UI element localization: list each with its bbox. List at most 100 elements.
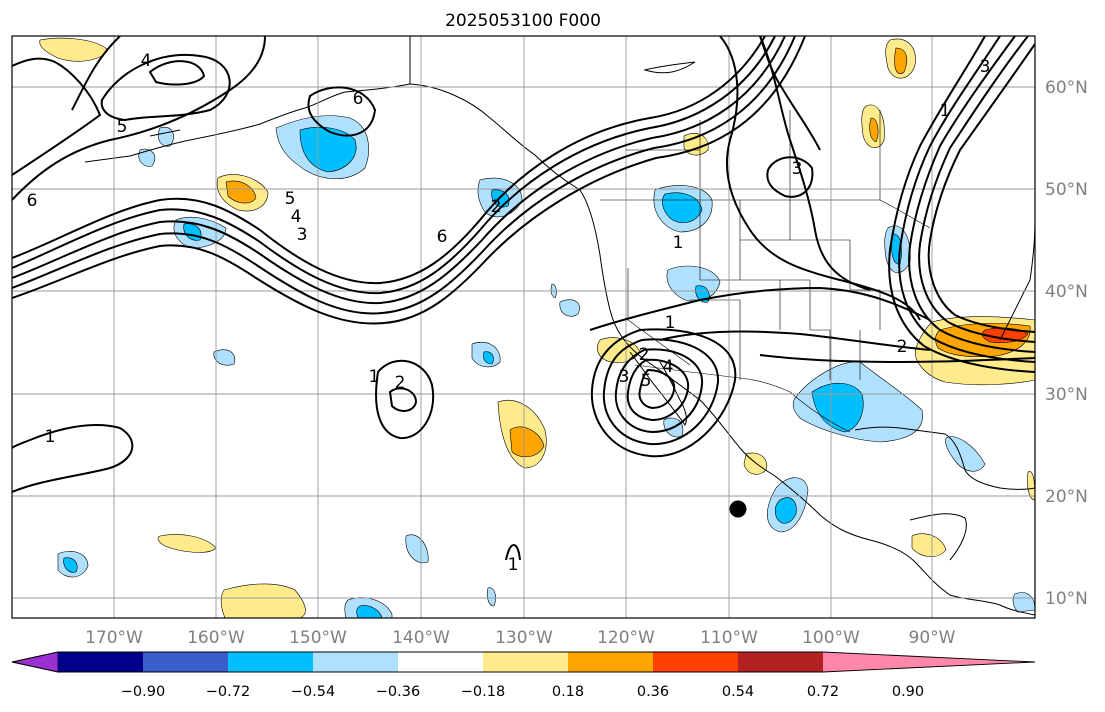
shade-region: [509, 426, 545, 458]
colorbar-tick-label: 0.54: [722, 684, 754, 700]
contour-line: [766, 156, 814, 198]
contour-label: 6: [27, 191, 38, 211]
shade-region: [225, 180, 257, 204]
colorbar: [11, 651, 1036, 673]
contour-line: [898, 36, 1035, 363]
contour-labels: 4 5 6 6 5 4 3 6 2 1 3 1 3 1 2 3 5 4 2 1 …: [27, 51, 991, 575]
coastline-yucatan: [909, 513, 967, 561]
lon-label: 160°W: [187, 628, 245, 648]
colorbar-segment: [398, 652, 483, 672]
shade-region: [483, 351, 494, 365]
contour-label: 4: [291, 207, 302, 227]
colorbar-tick-label: 0.72: [807, 684, 839, 700]
shade-region: [559, 299, 580, 317]
colorbar-tick-label: −0.90: [121, 684, 165, 700]
contour-line: [626, 358, 690, 422]
contour-line: [12, 424, 134, 493]
coastline-aleutians: [84, 129, 181, 163]
contour-line: [719, 36, 921, 321]
contour-line: [759, 36, 871, 291]
colorbar-ticks: −0.90 −0.72 −0.54 −0.36 −0.18 0.18 0.36 …: [121, 684, 924, 700]
latitude-labels: 60°N 50°N 40°N 30°N 20°N 10°N: [1045, 78, 1088, 609]
contour-line: [71, 36, 121, 111]
contour-label: 1: [665, 313, 676, 333]
colorbar-segment: [228, 652, 313, 672]
contour-line: [908, 36, 1035, 353]
contour-label: 1: [940, 101, 951, 121]
longitude-labels: 170°W 160°W 150°W 140°W 130°W 120°W 110°…: [85, 628, 956, 648]
contour-label: 1: [45, 427, 56, 447]
contour-lines: [12, 36, 1035, 561]
contour-label: 3: [792, 159, 803, 179]
lon-label: 150°W: [289, 628, 347, 648]
shade-region: [486, 587, 496, 607]
colorbar-segment: [653, 652, 738, 672]
contour-line: [12, 36, 796, 315]
storm-center-marker: [729, 500, 747, 518]
shade-region: [1012, 592, 1035, 613]
colorbar-extend-max: [823, 652, 1035, 672]
contour-line: [614, 348, 704, 434]
border-state: [627, 200, 881, 380]
colorbar-segment: [313, 652, 398, 672]
shade-region: [894, 47, 908, 74]
contour-label: 2: [897, 337, 908, 357]
shade-region: [39, 37, 109, 62]
lon-label: 170°W: [85, 628, 143, 648]
contour-line: [12, 57, 102, 176]
contour-line: [888, 36, 1035, 373]
contour-line: [918, 36, 1035, 343]
shade-region: [356, 605, 383, 618]
coastlines: [84, 36, 1035, 616]
contour-line: [602, 338, 720, 446]
contour-line: [659, 330, 931, 351]
colorbar-tick-label: 0.90: [892, 684, 924, 700]
contour-label: 1: [673, 233, 684, 253]
lat-label: 60°N: [1045, 78, 1088, 98]
contour-line: [307, 86, 377, 137]
contour-label: 2: [395, 373, 406, 393]
shade-region: [811, 382, 864, 433]
lon-label: 130°W: [495, 628, 553, 648]
contour-label: 5: [641, 371, 652, 391]
contour-line: [590, 328, 737, 458]
shade-region: [299, 127, 357, 173]
colorbar-tick-label: −0.36: [376, 684, 420, 700]
lon-label: 110°W: [700, 628, 758, 648]
lon-label: 90°W: [909, 628, 956, 648]
shade-region: [774, 497, 797, 524]
shade-region: [405, 534, 429, 564]
figure-title: 2025053100 F000: [445, 11, 601, 31]
coastline-gulf-of-mexico: [854, 426, 1035, 490]
contour-line: [375, 359, 435, 440]
contour-line: [927, 43, 1035, 333]
colorbar-tick-label: −0.72: [206, 684, 250, 700]
colorbar-outline: [11, 651, 1036, 673]
colorbar-tick-label: −0.18: [461, 684, 505, 700]
contour-line: [12, 36, 266, 201]
contour-line: [12, 36, 776, 295]
coastline-north-america-west: [409, 83, 1035, 616]
contour-line: [759, 354, 1035, 364]
map-panel: 4 5 6 6 5 4 3 6 2 1 3 1 3 1 2 3 5 4 2 1 …: [12, 36, 1035, 618]
contour-line: [12, 36, 786, 305]
shade-region: [661, 192, 703, 223]
lat-label: 50°N: [1045, 180, 1088, 200]
colorbar-tick-label: −0.54: [291, 684, 335, 700]
colorbar-segment: [58, 652, 143, 672]
lat-label: 30°N: [1045, 385, 1088, 405]
shade-region: [1027, 471, 1035, 501]
colorbar-tick-label: 0.18: [552, 684, 584, 700]
border-canada-provinces: [625, 110, 791, 200]
coastline-canada-north: [643, 61, 696, 74]
shade-region: [157, 534, 217, 553]
lon-label: 140°W: [392, 628, 450, 648]
map-frame: [11, 35, 1036, 619]
contour-label: 6: [437, 227, 448, 247]
border-us-mexico: [634, 364, 851, 433]
colorbar-segment: [568, 652, 653, 672]
shade-region: [63, 557, 78, 573]
shade-region: [220, 583, 306, 618]
contour-label: 1: [508, 555, 519, 575]
lon-label: 100°W: [802, 628, 860, 648]
